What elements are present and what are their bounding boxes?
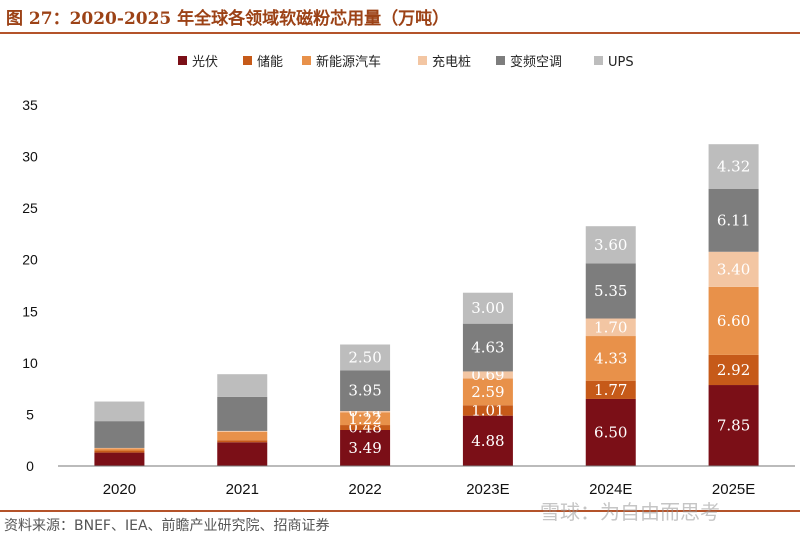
bar-segment — [462, 292, 513, 324]
x-axis: 2020 2021 2022 2023E 2024E 2025E — [58, 465, 795, 498]
data-label: 4.32 — [717, 157, 750, 175]
bar-segment — [340, 425, 391, 431]
x-tick-label: 2020 — [103, 481, 136, 498]
bar-segment — [94, 452, 145, 466]
bar-segment — [708, 354, 759, 386]
x-tick-label: 2025E — [712, 481, 755, 498]
legend-label-2: 新能源汽车 — [316, 54, 381, 70]
legend-label-0: 光伏 — [192, 55, 218, 70]
bar-segment — [708, 188, 759, 252]
bar-segment — [708, 144, 759, 189]
y-tick-label: 5 — [26, 406, 34, 422]
bar-segment — [340, 411, 391, 413]
x-tick-label: 2021 — [226, 481, 259, 498]
bar-segment — [585, 380, 636, 399]
data-label: 4.88 — [471, 432, 504, 450]
y-tick-label: 15 — [22, 303, 38, 319]
x-tick-label: 2022 — [348, 481, 381, 498]
data-label: 3.40 — [717, 260, 750, 278]
bar-segment — [462, 371, 513, 379]
legend: 光伏 储能 新能源汽车 充电桩 变频空调 UPS — [178, 54, 634, 70]
data-label: 2.59 — [471, 383, 504, 401]
bar-segment — [585, 398, 636, 466]
bar-segment — [94, 450, 145, 453]
bar-segment — [340, 430, 391, 466]
bar-segment — [217, 442, 268, 466]
chart-title: 图 27：2020-2025 年全球各领域软磁粉芯用量（万吨） — [6, 9, 450, 29]
legend-label-3: 充电桩 — [432, 54, 471, 70]
legend-label-5: UPS — [608, 55, 634, 70]
bar-segment — [462, 323, 513, 372]
bar-segment — [708, 286, 759, 355]
data-label: 1.77 — [594, 381, 627, 399]
bar-segment — [94, 401, 145, 422]
y-tick-label: 20 — [22, 252, 38, 268]
legend-label-1: 储能 — [257, 55, 283, 70]
bar-segment — [462, 378, 513, 406]
y-axis: 0 5 10 15 20 25 30 35 — [22, 97, 38, 474]
y-tick-label: 30 — [22, 149, 38, 165]
bar-segment — [217, 440, 268, 443]
data-label: 4.33 — [594, 349, 627, 367]
y-tick-label: 0 — [26, 458, 34, 474]
data-label: 5.35 — [594, 282, 627, 300]
data-label: 6.11 — [717, 211, 750, 229]
legend-swatch-5 — [594, 56, 603, 65]
legend-label-4: 变频空调 — [510, 54, 562, 70]
bars: 3.490.481.220.143.952.504.881.012.590.69… — [94, 144, 759, 466]
bar-segment — [94, 447, 145, 449]
data-label: 3.00 — [471, 299, 504, 317]
bar-segment — [708, 251, 759, 287]
legend-swatch-2 — [302, 56, 311, 65]
data-label: 3.49 — [348, 439, 381, 457]
source-rule — [0, 510, 800, 512]
data-label: 1.01 — [471, 401, 504, 419]
y-tick-label: 10 — [22, 355, 38, 371]
bar-segment — [708, 385, 759, 466]
legend-swatch-3 — [418, 56, 427, 65]
data-label: 2.50 — [348, 348, 381, 366]
bar-segment — [585, 263, 636, 319]
y-tick-label: 35 — [22, 97, 38, 113]
data-label: 2.92 — [717, 361, 750, 379]
bar-segment — [340, 370, 391, 412]
bar-segment — [217, 430, 268, 432]
x-tick-label: 2024E — [589, 481, 632, 498]
data-label: 3.60 — [594, 236, 627, 254]
bar-segment — [94, 421, 145, 448]
legend-swatch-0 — [178, 56, 187, 65]
data-label: 3.95 — [348, 382, 381, 400]
bar-segment — [217, 396, 268, 431]
title-rule — [0, 32, 800, 34]
data-label: 6.50 — [594, 423, 627, 441]
data-label: 4.63 — [471, 339, 504, 357]
data-label: 6.60 — [717, 312, 750, 330]
watermark: 雪球：为自由而思考 — [540, 500, 720, 524]
bar-segment — [340, 344, 391, 371]
bar-segment — [585, 336, 636, 381]
x-tick-label: 2023E — [466, 481, 509, 498]
bar-segment — [94, 448, 145, 451]
data-label: 1.70 — [594, 318, 627, 336]
bar-segment — [217, 374, 268, 397]
data-label: 1.22 — [348, 410, 381, 428]
data-label: 7.85 — [717, 417, 750, 435]
y-tick-label: 25 — [22, 200, 38, 216]
bar-segment — [340, 412, 391, 426]
bar-segment — [585, 318, 636, 337]
bar-segment — [217, 431, 268, 441]
bar-segment — [462, 405, 513, 416]
bar-segment — [585, 226, 636, 264]
legend-swatch-1 — [243, 56, 252, 65]
legend-swatch-4 — [496, 56, 505, 65]
source-note: 资料来源：BNEF、IEA、前瞻产业研究院、招商证券 — [4, 518, 330, 534]
bar-segment — [462, 415, 513, 466]
